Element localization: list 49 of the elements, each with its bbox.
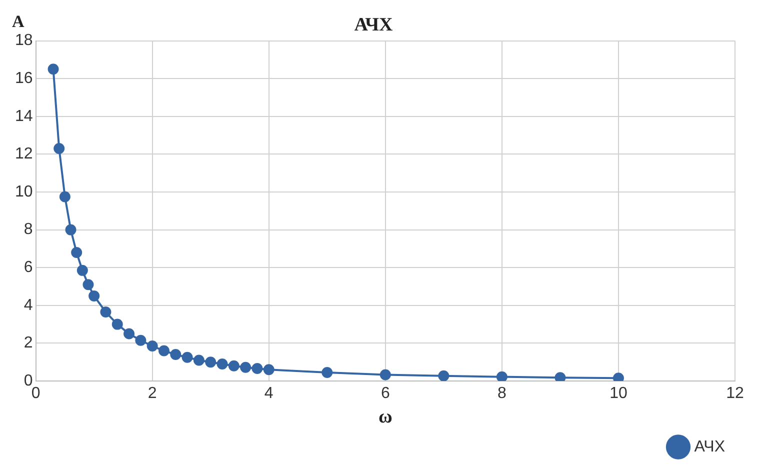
- x-tick-label: 2: [148, 385, 157, 402]
- point: [76, 264, 88, 276]
- point: [380, 369, 391, 380]
- x-tick-label: 12: [726, 385, 744, 402]
- legend-label: АЧХ: [694, 438, 726, 456]
- point: [554, 372, 566, 381]
- x-tick-label: 6: [380, 385, 390, 402]
- point: [170, 349, 182, 360]
- x-axis-title: ω: [378, 406, 392, 428]
- point: [146, 340, 158, 352]
- point: [59, 191, 70, 202]
- point: [252, 363, 263, 374]
- point: [48, 64, 59, 75]
- y-tick-label: 8: [24, 221, 33, 238]
- y-tick-label: 6: [24, 259, 33, 276]
- y-tick-label: 10: [15, 183, 33, 200]
- x-tick-label: 8: [497, 385, 506, 402]
- point: [54, 143, 65, 154]
- y-tick-label: 14: [15, 108, 33, 125]
- y-tick-label: 16: [15, 70, 33, 88]
- y-axis-title: А: [12, 12, 25, 31]
- point: [182, 352, 193, 363]
- point: [216, 358, 228, 370]
- y-tick-label: 4: [24, 296, 33, 314]
- point: [240, 362, 252, 373]
- point: [100, 306, 112, 318]
- point: [193, 354, 204, 366]
- point: [322, 366, 333, 378]
- point: [612, 372, 624, 381]
- point: [263, 364, 274, 376]
- point: [82, 279, 94, 290]
- point: [228, 360, 240, 372]
- y-tick-label: 18: [15, 32, 33, 50]
- point: [124, 328, 135, 340]
- point: [496, 371, 508, 381]
- point: [205, 356, 216, 368]
- point: [158, 345, 170, 356]
- point: [135, 334, 146, 346]
- x-tick-label: 4: [264, 385, 274, 402]
- point: [65, 224, 76, 236]
- y-tick-label: 12: [15, 146, 33, 163]
- point: [438, 370, 450, 381]
- point: [112, 318, 123, 330]
- x-tick-label: 10: [610, 385, 628, 402]
- point: [71, 246, 82, 258]
- point: [88, 290, 100, 302]
- chart-title: АЧХ: [354, 14, 394, 36]
- y-tick-label: 0: [24, 372, 33, 390]
- y-tick-label: 2: [24, 334, 33, 352]
